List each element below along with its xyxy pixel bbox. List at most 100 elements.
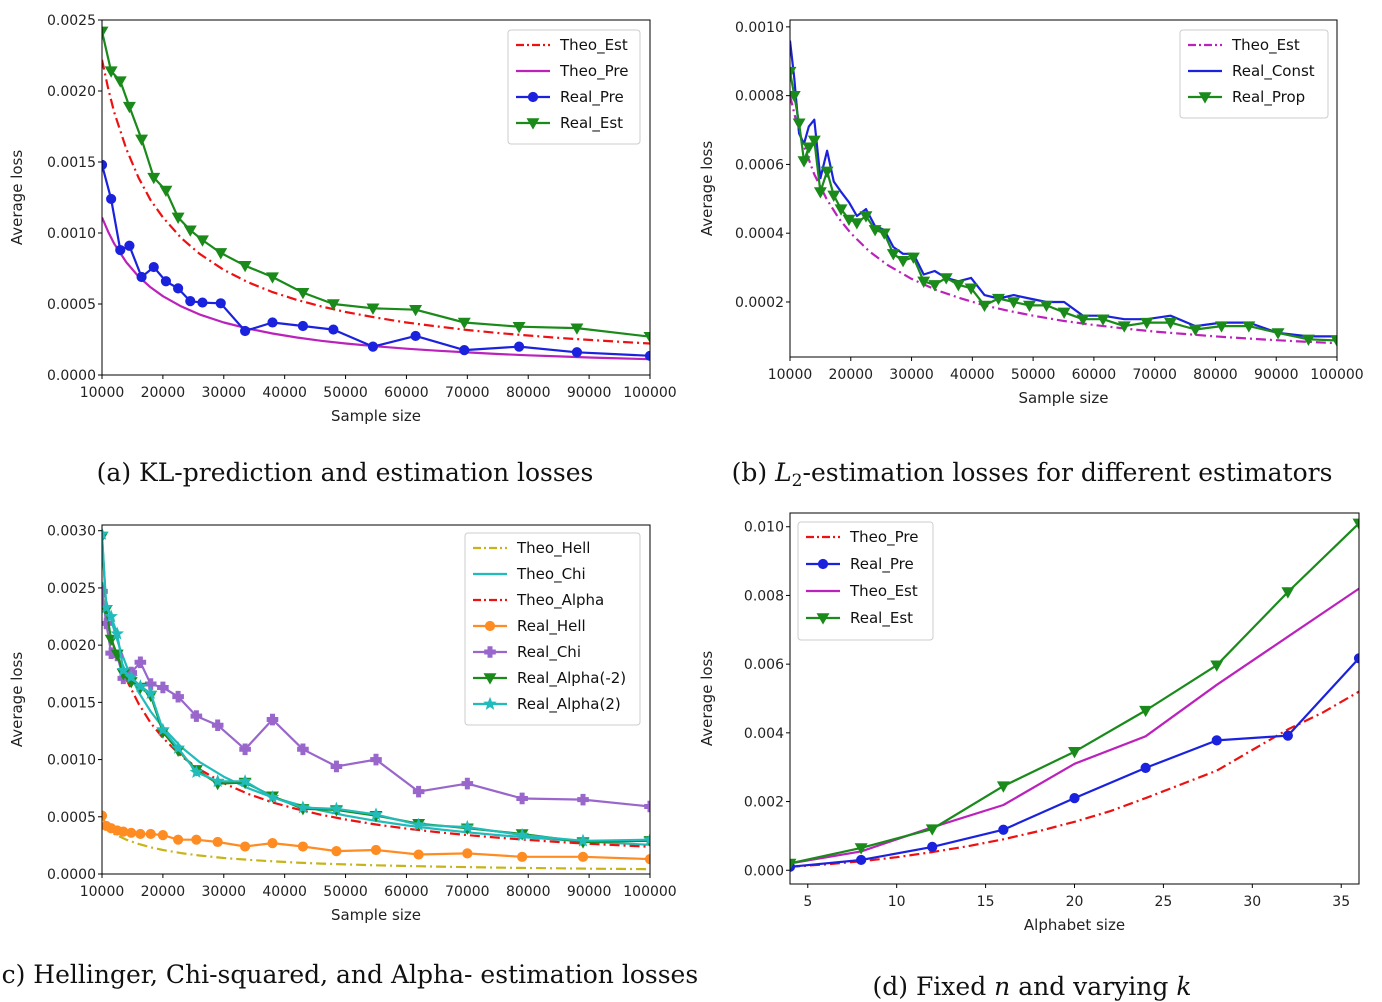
data-point [1096,314,1110,326]
legend-item: Real_Pre [806,555,914,574]
data-point [159,185,173,198]
data-point [106,193,117,205]
legend-item: Real_Alpha(2) [473,695,621,714]
data-point [329,801,344,815]
data-point [644,350,650,361]
data-point [790,66,797,79]
legend-label: Real_Const [1232,62,1315,81]
data-point [238,260,252,273]
data-point [1242,321,1256,333]
x-tick-label: 90000 [1254,367,1299,383]
x-tick-label: 90000 [567,385,612,401]
data-point [212,836,223,848]
x-tick-label: 70000 [445,385,490,401]
data-point [173,834,184,845]
legend-label: Theo_Hell [516,539,590,558]
x-tick-label: 30 [1243,894,1261,910]
data-point [462,848,473,859]
caption: (a) KL-prediction and estimation losses [97,458,594,487]
data-point [116,663,131,677]
data-point [1007,297,1021,309]
data-point [412,785,425,798]
data-point [917,276,931,288]
legend-item: Real_Hell [473,617,586,636]
caption-math: k [1176,972,1191,1001]
data-point [143,686,158,700]
data-point [102,26,109,38]
caption-text: -estimation losses for different estimat… [803,458,1333,487]
legend-item: Theo_Pre [516,62,628,81]
x-tick-label: 60000 [384,884,429,900]
data-point [266,272,279,284]
chart-c: 10000 20000 30000 40000 50000 60000 70000 80000… [0,524,698,989]
data-point [296,287,310,300]
legend-label: Real_Alpha(-2) [517,669,626,688]
data-point [576,833,590,847]
y-axis-label: Average loss [8,150,26,246]
data-point [113,76,127,88]
legend-item: Theo_Chi [473,565,586,584]
data-point [326,299,340,311]
data-point [516,792,528,805]
legend-label: Theo_Pre [849,528,918,547]
legend-label: Real_Pre [850,555,914,574]
series-Real_Alpha(2) [102,527,650,847]
y-tick-label: 0.0005 [47,297,96,313]
data-point [172,690,184,703]
x-tick-label: 35 [1332,894,1350,910]
series-line [102,534,650,842]
y-tick-label: 0.0025 [47,581,96,597]
y-tick-label: 0.0006 [735,157,784,173]
data-point [171,212,185,224]
x-tick-label: 20000 [141,884,186,900]
data-point [135,828,146,840]
y-tick-label: 0.0015 [47,695,96,711]
y-tick-label: 0.0000 [47,368,96,384]
legend-marker [484,646,496,658]
series-Real_Hell [102,810,650,865]
x-tick-label: 100000 [623,385,676,401]
data-point [126,827,137,838]
data-point [1057,307,1071,319]
x-axis-label: Alphabet size [1024,916,1125,934]
data-point [928,280,942,292]
data-point [160,276,172,287]
data-point [927,841,938,853]
legend-box [507,29,641,145]
data-point [577,851,589,862]
data-point [1164,317,1177,330]
data-point [1271,328,1285,340]
data-point [211,719,224,732]
chart-d: 5 10 15 20 25 30 35 0.000 0.002 0.004 0.006 0.008 0.… [698,512,1360,1001]
caption: (d) Fixed n and varying k [873,972,1192,1001]
data-point [813,187,827,199]
axes-frame [789,19,1338,358]
data-point [110,626,124,640]
legend-label: Real_Hell [517,617,586,636]
y-tick-label: 0.0025 [47,13,96,29]
data-point [517,851,528,862]
data-point [189,765,204,779]
data-point [978,300,991,313]
legend-item: Real_Est [516,114,623,133]
data-point [644,854,650,865]
data-point [512,322,526,334]
legend-marker [484,620,496,632]
y-tick-label: 0.0020 [47,638,96,654]
legend-label: Theo_Alpha [516,591,604,610]
y-tick-label: 0.0000 [47,867,96,883]
caption: (c) Hellinger, Chi-squared, and Alpha- e… [0,960,698,989]
series-line [102,59,650,345]
legend: Theo_Hell Theo_Chi Theo_Alpha Real_Hell Real… [464,532,641,726]
legend-item: Real_Pre [516,88,624,107]
data-point [1282,730,1293,741]
data-point [366,303,380,315]
y-tick-label: 0.008 [744,588,784,604]
data-point [570,323,584,335]
data-point [104,609,118,623]
data-point [265,790,280,804]
data-point [513,341,525,352]
caption-text: (d) Fixed [873,972,995,1001]
data-point [133,679,148,693]
